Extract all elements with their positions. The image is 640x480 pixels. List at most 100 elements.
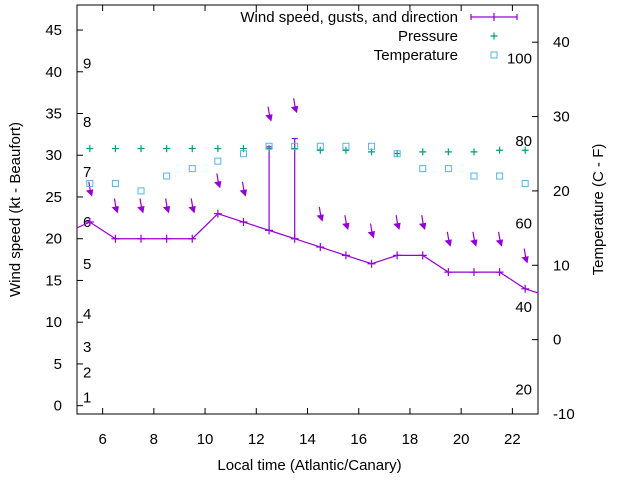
wind-direction-arrowhead [239, 189, 247, 197]
wind-speed-point [188, 234, 197, 243]
x-tick-label: 18 [402, 431, 419, 448]
wind-direction-arrowhead [265, 114, 273, 122]
legend-swatch-pressure [490, 32, 498, 40]
chart-marks [76, 98, 539, 294]
y-left-tick-label: 45 [45, 22, 62, 39]
pressure-point [444, 148, 452, 156]
y-right-tick-label: 0 [553, 332, 561, 349]
temperature-point [470, 172, 478, 180]
wind-speed-point [469, 268, 478, 277]
gust-bar [291, 137, 298, 239]
temperature-point [316, 142, 324, 150]
pressure-point [342, 146, 350, 154]
x-tick-label: 12 [248, 431, 265, 448]
wind-direction-arrowhead [521, 256, 529, 264]
pressure-point [521, 146, 529, 154]
wind-speed-point [137, 234, 146, 243]
temperature-point [368, 142, 376, 150]
wind-direction-arrowhead [316, 214, 324, 222]
x-tick-label: 16 [350, 431, 367, 448]
wind-direction-arrowhead [290, 105, 299, 114]
wind-direction-arrowhead [470, 239, 478, 247]
pressure-point [291, 145, 299, 153]
pressure-point [137, 145, 145, 153]
x-tick-label: 6 [98, 431, 106, 448]
wind-speed-point [85, 218, 94, 227]
fahrenheit-label: 80 [515, 133, 532, 150]
beaufort-label: 4 [83, 306, 91, 323]
wind-speed-line [76, 212, 539, 294]
wind-direction-arrowhead [85, 189, 94, 197]
pressure-point [188, 145, 196, 153]
beaufort-label: 2 [83, 364, 91, 381]
y-left-tick-label: 15 [45, 272, 62, 289]
pressure-point [111, 145, 119, 153]
legend-label: Pressure [398, 28, 458, 45]
pressure-point [86, 145, 94, 153]
temperature-point [521, 179, 529, 187]
temperature-point [342, 142, 350, 150]
y-right-tick-label: -10 [553, 406, 575, 423]
wind-direction-arrowhead [137, 206, 145, 214]
temperature-point [111, 179, 119, 187]
wind-speed-point [495, 268, 504, 277]
wind-speed-point [213, 209, 222, 218]
temperature-point [214, 157, 222, 165]
wind-direction-arrowhead [342, 222, 350, 231]
pressure-point [496, 146, 504, 154]
wind-direction-arrowhead [418, 222, 427, 231]
fahrenheit-label: 20 [515, 381, 532, 398]
y-right-tick-label: 10 [553, 257, 570, 274]
wind-speed-point [393, 251, 402, 260]
y-left-tick-label: 25 [45, 189, 62, 206]
temperature-point [188, 165, 196, 173]
wind-direction-arrowhead [214, 180, 222, 189]
temperature-point [419, 165, 427, 173]
pressure-point [393, 150, 401, 158]
x-tick-label: 22 [504, 431, 521, 448]
pressure-point [214, 145, 222, 153]
pressure-point [163, 145, 171, 153]
y-left-tick-label: 35 [45, 106, 62, 123]
wind-direction-arrowhead [444, 239, 452, 247]
legend-swatch-temperature [490, 51, 498, 59]
wind-direction-arrowhead [367, 231, 376, 239]
y-left-tick-label: 40 [45, 64, 62, 81]
wind-direction-arrowhead [495, 239, 504, 247]
wind-direction-arrowhead [111, 206, 119, 214]
legend: Wind speed, gusts, and direction Pressure… [240, 9, 518, 64]
wind-speed-point [341, 251, 350, 260]
wind-speed-point [444, 268, 453, 277]
x-tick-label: 10 [197, 431, 214, 448]
temperature-point [496, 172, 504, 180]
fahrenheit-label: 100 [507, 51, 532, 68]
beaufort-label: 9 [83, 55, 91, 72]
axes: 6 8 10 12 14 16 18 20 22051015202530354045-10010… [7, 4, 607, 474]
temperature-point [239, 150, 247, 158]
wind-direction-arrowhead [162, 206, 171, 214]
beaufort-label: 8 [83, 114, 91, 131]
x-axis-label: Local time (Atlantic/Canary) [217, 457, 401, 474]
beaufort-label: 5 [83, 256, 91, 273]
pressure-point [265, 145, 273, 153]
legend-swatch-wind [470, 13, 518, 21]
wind-speed-point [367, 259, 376, 268]
plot-frame [76, 4, 539, 415]
wind-speed-point [239, 218, 248, 227]
wind-speed-point [162, 234, 171, 243]
temperature-point [265, 142, 273, 150]
y-left-tick-label: 30 [45, 147, 62, 164]
temperature-point [291, 142, 299, 150]
x-tick-label: 14 [299, 431, 316, 448]
temperature-point [137, 187, 145, 195]
y-right-tick-label: 40 [553, 34, 570, 51]
pressure-point [419, 148, 427, 156]
beaufort-label: 3 [83, 339, 91, 356]
legend-label: Temperature [374, 47, 458, 64]
y-left-tick-label: 10 [45, 314, 62, 331]
pressure-point [470, 148, 478, 156]
y-right-axis-label: Temperature (C - F) [590, 144, 607, 276]
fahrenheit-label: 60 [515, 216, 532, 233]
y-right-tick-label: 30 [553, 109, 570, 126]
